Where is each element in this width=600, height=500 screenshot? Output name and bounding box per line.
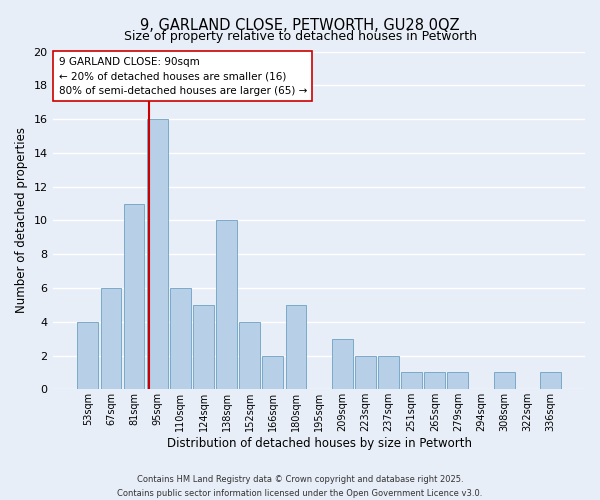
Bar — [147, 119, 167, 390]
Bar — [448, 372, 469, 390]
Bar — [239, 322, 260, 390]
Bar — [262, 356, 283, 390]
Bar — [170, 288, 191, 390]
Text: Contains HM Land Registry data © Crown copyright and database right 2025.
Contai: Contains HM Land Registry data © Crown c… — [118, 476, 482, 498]
Bar — [378, 356, 399, 390]
Text: 9, GARLAND CLOSE, PETWORTH, GU28 0QZ: 9, GARLAND CLOSE, PETWORTH, GU28 0QZ — [140, 18, 460, 32]
Bar — [401, 372, 422, 390]
Text: Size of property relative to detached houses in Petworth: Size of property relative to detached ho… — [124, 30, 476, 43]
Bar — [332, 338, 353, 390]
Bar — [540, 372, 561, 390]
Bar — [424, 372, 445, 390]
Bar — [101, 288, 121, 390]
Bar — [494, 372, 515, 390]
Bar — [216, 220, 237, 390]
Bar — [193, 305, 214, 390]
Text: 9 GARLAND CLOSE: 90sqm
← 20% of detached houses are smaller (16)
80% of semi-det: 9 GARLAND CLOSE: 90sqm ← 20% of detached… — [59, 56, 307, 96]
Y-axis label: Number of detached properties: Number of detached properties — [15, 128, 28, 314]
Bar — [355, 356, 376, 390]
Bar — [124, 204, 145, 390]
X-axis label: Distribution of detached houses by size in Petworth: Distribution of detached houses by size … — [167, 437, 472, 450]
Bar — [77, 322, 98, 390]
Bar — [286, 305, 307, 390]
